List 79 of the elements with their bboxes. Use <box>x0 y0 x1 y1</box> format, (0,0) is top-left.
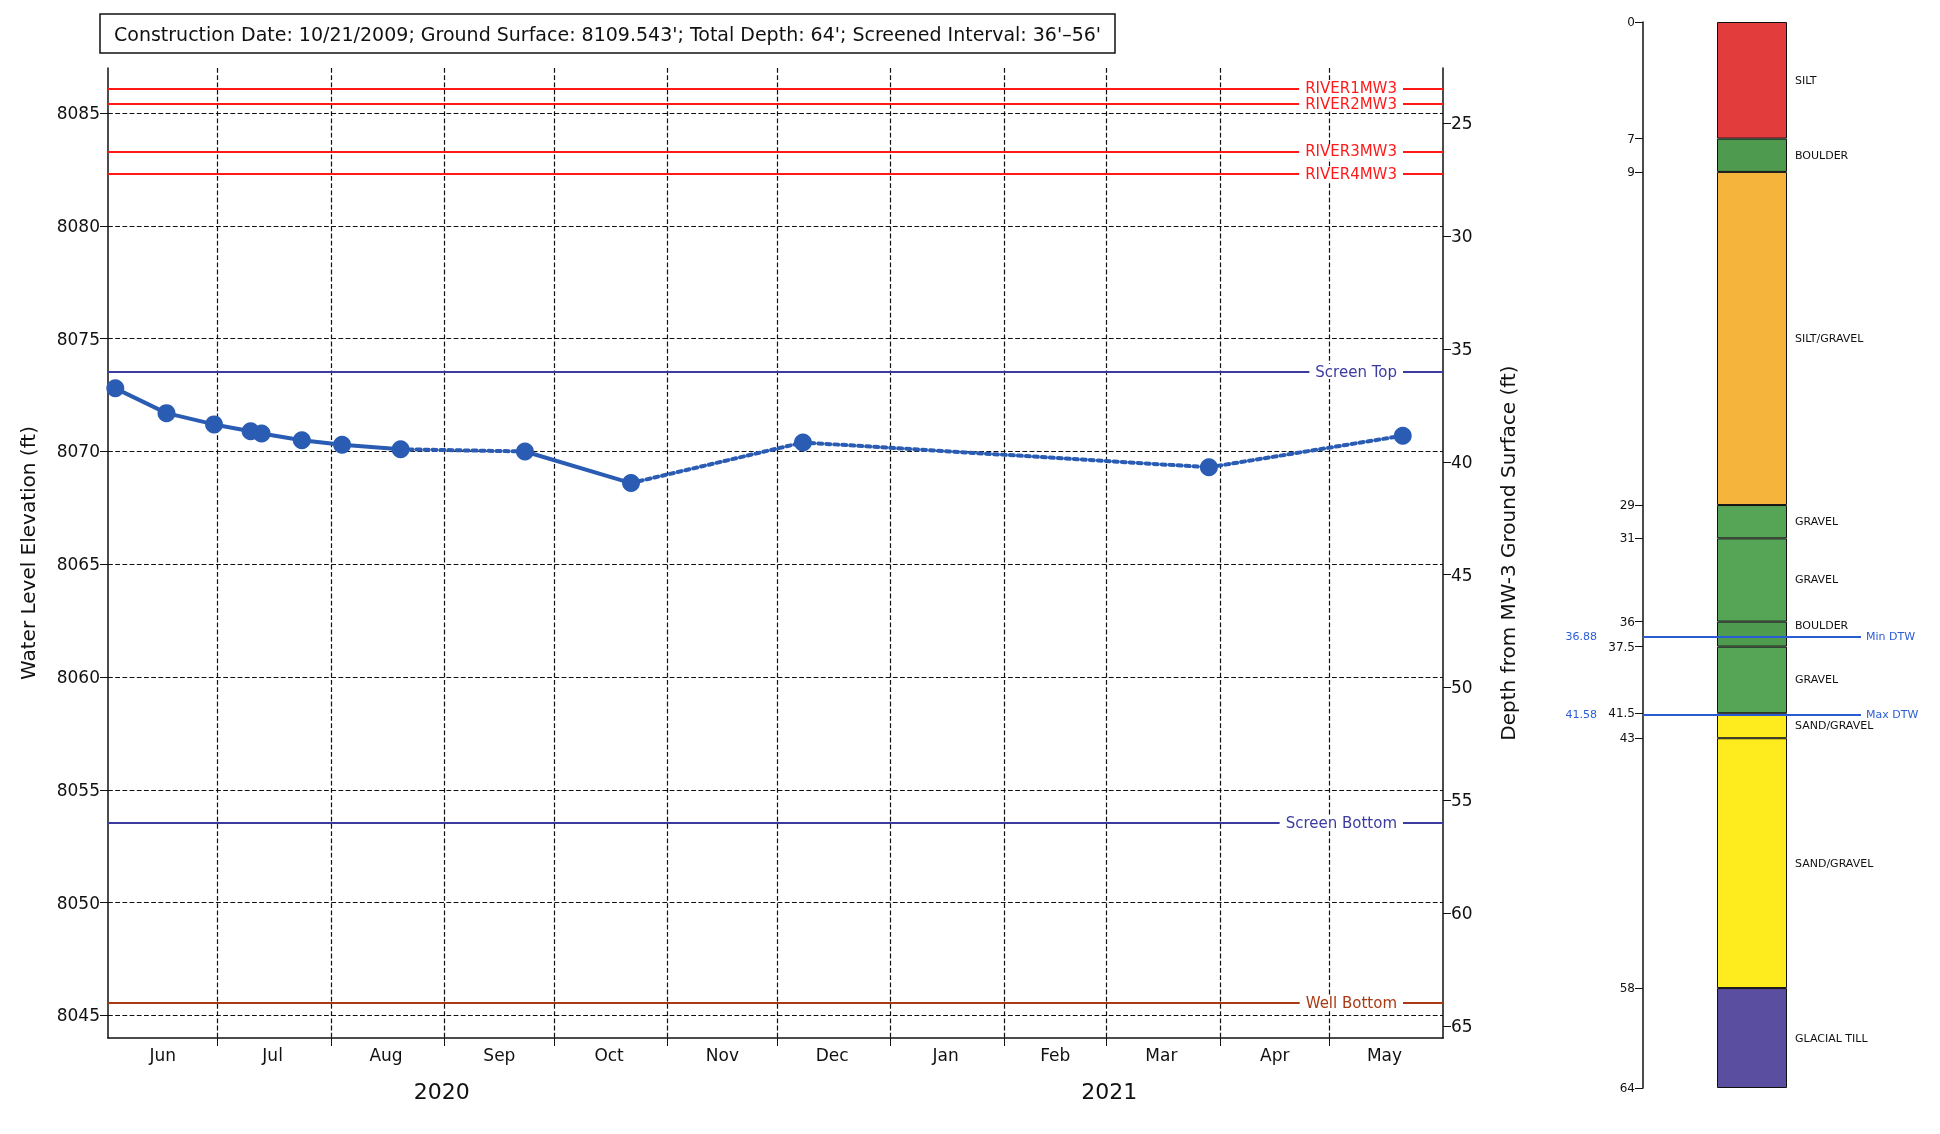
y2-tick-label: 60 <box>1451 902 1473 923</box>
point <box>793 433 812 452</box>
point <box>1199 458 1218 477</box>
point <box>1393 426 1412 445</box>
text: 41.58 <box>1565 708 1597 722</box>
x-tick-label: Nov <box>705 1044 740 1065</box>
y-tick-label: 29 <box>1619 498 1635 513</box>
x-tick-label: Feb <box>1040 1044 1071 1065</box>
y-tick-label: 8065 <box>56 554 100 575</box>
series-label: SAND/GRAVEL <box>1795 719 1875 733</box>
y-tick-label: 31 <box>1619 531 1635 546</box>
series-label: GRAVEL <box>1795 673 1840 687</box>
series-label: BOULDER <box>1795 618 1849 632</box>
x-tick-label: Dec <box>815 1044 849 1065</box>
point <box>391 440 410 459</box>
series-label: GRAVEL <box>1795 573 1840 587</box>
y2-tick-label: 55 <box>1451 790 1473 811</box>
ref-line-label: RIVER4MW3 <box>1305 165 1397 184</box>
x-tick-label: Jul <box>261 1044 283 1065</box>
series-label: GLACIAL TILL <box>1795 1031 1869 1045</box>
series-label: BOULDER <box>1795 148 1849 162</box>
ref-line-label: Max DTW <box>1866 708 1919 722</box>
x-tick-label: Jan <box>931 1044 959 1065</box>
x-tick-label: Jun <box>148 1044 177 1065</box>
ref-line-label: RIVER3MW3 <box>1305 142 1397 161</box>
x-tick-label: Apr <box>1260 1044 1290 1065</box>
y2-axis-title: Depth from MW-3 Ground Surface (ft) <box>1496 365 1520 741</box>
y-tick-label: 37.5 <box>1608 639 1635 654</box>
y-tick-label: 7 <box>1627 131 1635 146</box>
y-tick-label: 43 <box>1619 731 1635 746</box>
y-tick-label: 8085 <box>56 103 100 124</box>
y2-tick-label: 35 <box>1451 339 1473 360</box>
y-tick-label: 9 <box>1627 164 1635 179</box>
y-tick-label: 41.5 <box>1608 706 1635 721</box>
ref-line-label: RIVER1MW3 <box>1305 79 1397 98</box>
x-tick-label: Sep <box>483 1044 516 1065</box>
point <box>106 379 125 398</box>
series-label: SILT/GRAVEL <box>1795 331 1865 345</box>
x-tick-label: Mar <box>1145 1044 1178 1065</box>
point <box>622 474 641 493</box>
y-tick-label: 8070 <box>56 441 100 462</box>
x-tick-label: Aug <box>369 1044 403 1065</box>
x-tick-label: May <box>1366 1044 1403 1065</box>
point <box>252 424 271 443</box>
y-tick-label: 8075 <box>56 328 100 349</box>
ref-line-label: Min DTW <box>1866 629 1916 643</box>
y-axis-title: Water Level Elevation (ft) <box>16 425 40 681</box>
series-label: SAND/GRAVEL <box>1795 856 1875 870</box>
point <box>515 442 534 461</box>
series-label: SILT <box>1795 73 1817 87</box>
point <box>157 404 176 423</box>
ref-line-label: Well Bottom <box>1305 994 1397 1013</box>
text: 2021 <box>1081 1078 1138 1104</box>
series-label: GRAVEL <box>1795 515 1840 529</box>
y-tick-label: 0 <box>1627 15 1635 29</box>
ref-line-label: Screen Top <box>1315 362 1397 381</box>
y-tick-label: 8060 <box>56 667 100 688</box>
ref-line-label: RIVER2MW3 <box>1305 95 1397 114</box>
y2-tick-label: 45 <box>1451 564 1473 585</box>
ref-line-label: Screen Bottom <box>1285 813 1397 832</box>
y-tick-label: 58 <box>1619 981 1635 996</box>
point <box>333 435 352 454</box>
y-tick-label: 8055 <box>56 779 100 800</box>
y-tick-label: 8045 <box>56 1005 100 1026</box>
point <box>205 415 224 434</box>
text: 2020 <box>413 1078 470 1104</box>
chart-title: Construction Date: 10/21/2009; Ground Surface: 8109.543'; Total Depth: 64'; Screened Interval: 36'–56' <box>114 22 1102 45</box>
y2-tick-label: 50 <box>1451 677 1473 698</box>
y2-tick-label: 25 <box>1451 113 1473 134</box>
point <box>292 431 311 450</box>
y-tick-label: 36 <box>1619 614 1635 629</box>
x-tick-label: Oct <box>594 1044 625 1065</box>
y2-tick-label: 65 <box>1451 1015 1473 1036</box>
text: 36.88 <box>1565 629 1597 643</box>
y-tick-label: 64 <box>1619 1081 1635 1095</box>
y-tick-label: 8080 <box>56 215 100 236</box>
y2-tick-label: 40 <box>1451 451 1473 472</box>
y-tick-label: 8050 <box>56 892 100 913</box>
y2-tick-label: 30 <box>1451 226 1473 247</box>
